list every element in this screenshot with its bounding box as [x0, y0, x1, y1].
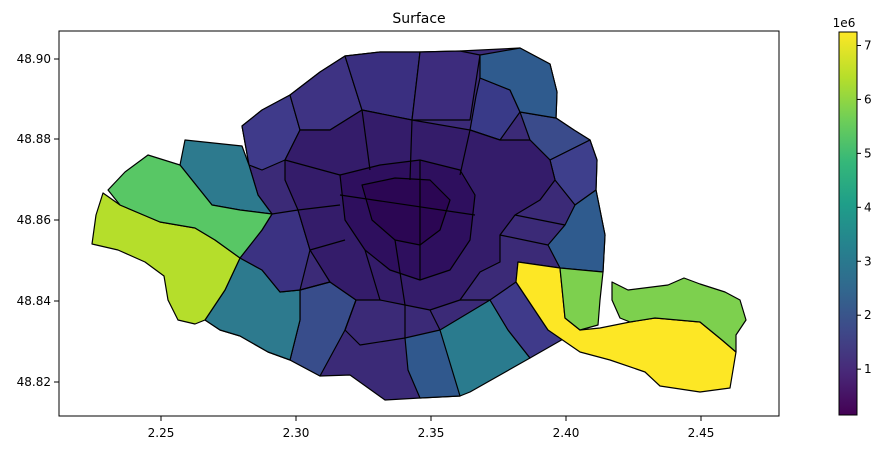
colorbar-tick-label: 2: [864, 308, 872, 322]
district-border: [361, 109, 371, 171]
x-tick-label: 2.40: [553, 426, 580, 440]
x-tick-label: 2.35: [418, 426, 445, 440]
outer-green-region: [559, 267, 604, 331]
y-axis: 48.90 48.88 48.86 48.84 48.82: [17, 52, 59, 389]
district-region: [479, 47, 558, 119]
district-border: [429, 309, 441, 331]
colorbar-tick-label: 3: [864, 254, 872, 268]
colorbar: 1e6 1 2 3 4 5 6 7: [833, 16, 872, 416]
y-tick-label: 48.86: [17, 213, 51, 227]
district-border: [284, 159, 341, 176]
colorbar-tick-label: 6: [864, 92, 872, 106]
y-tick-label: 48.90: [17, 52, 51, 66]
x-tick-label: 2.45: [688, 426, 715, 440]
colorbar-multiplier: 1e6: [833, 16, 856, 30]
district-border: [364, 249, 381, 301]
district-border: [409, 119, 413, 181]
outer-green-region: [107, 154, 273, 259]
colorbar-tick-label: 7: [864, 38, 872, 52]
district-border: [297, 204, 341, 211]
district-border: [459, 129, 471, 176]
y-tick-label: 48.84: [17, 294, 51, 308]
district-border: [339, 194, 476, 216]
x-tick-label: 2.30: [283, 426, 310, 440]
colorbar-tick-label: 1: [864, 362, 872, 376]
x-axis: 2.25 2.30 2.35 2.40 2.45: [148, 416, 715, 440]
district-border: [299, 281, 331, 291]
district-region: [361, 177, 451, 246]
district-border: [344, 299, 406, 346]
colorbar-gradient: [838, 31, 858, 416]
y-tick-label: 48.82: [17, 375, 51, 389]
x-tick-label: 2.25: [148, 426, 175, 440]
map-districts: [91, 47, 747, 401]
y-tick-label: 48.88: [17, 132, 51, 146]
district-region: [411, 50, 481, 121]
colorbar-tick-label: 5: [864, 146, 872, 160]
colorbar-tick-label: 4: [864, 200, 872, 214]
district-border: [309, 239, 346, 251]
district-border: [514, 214, 566, 226]
district-border: [394, 239, 406, 306]
district-border: [499, 234, 549, 246]
outer-green-region: [611, 277, 747, 353]
chart-title: Surface: [392, 11, 445, 27]
colorbar-ticks: 1 2 3 4 5 6 7: [857, 38, 872, 376]
